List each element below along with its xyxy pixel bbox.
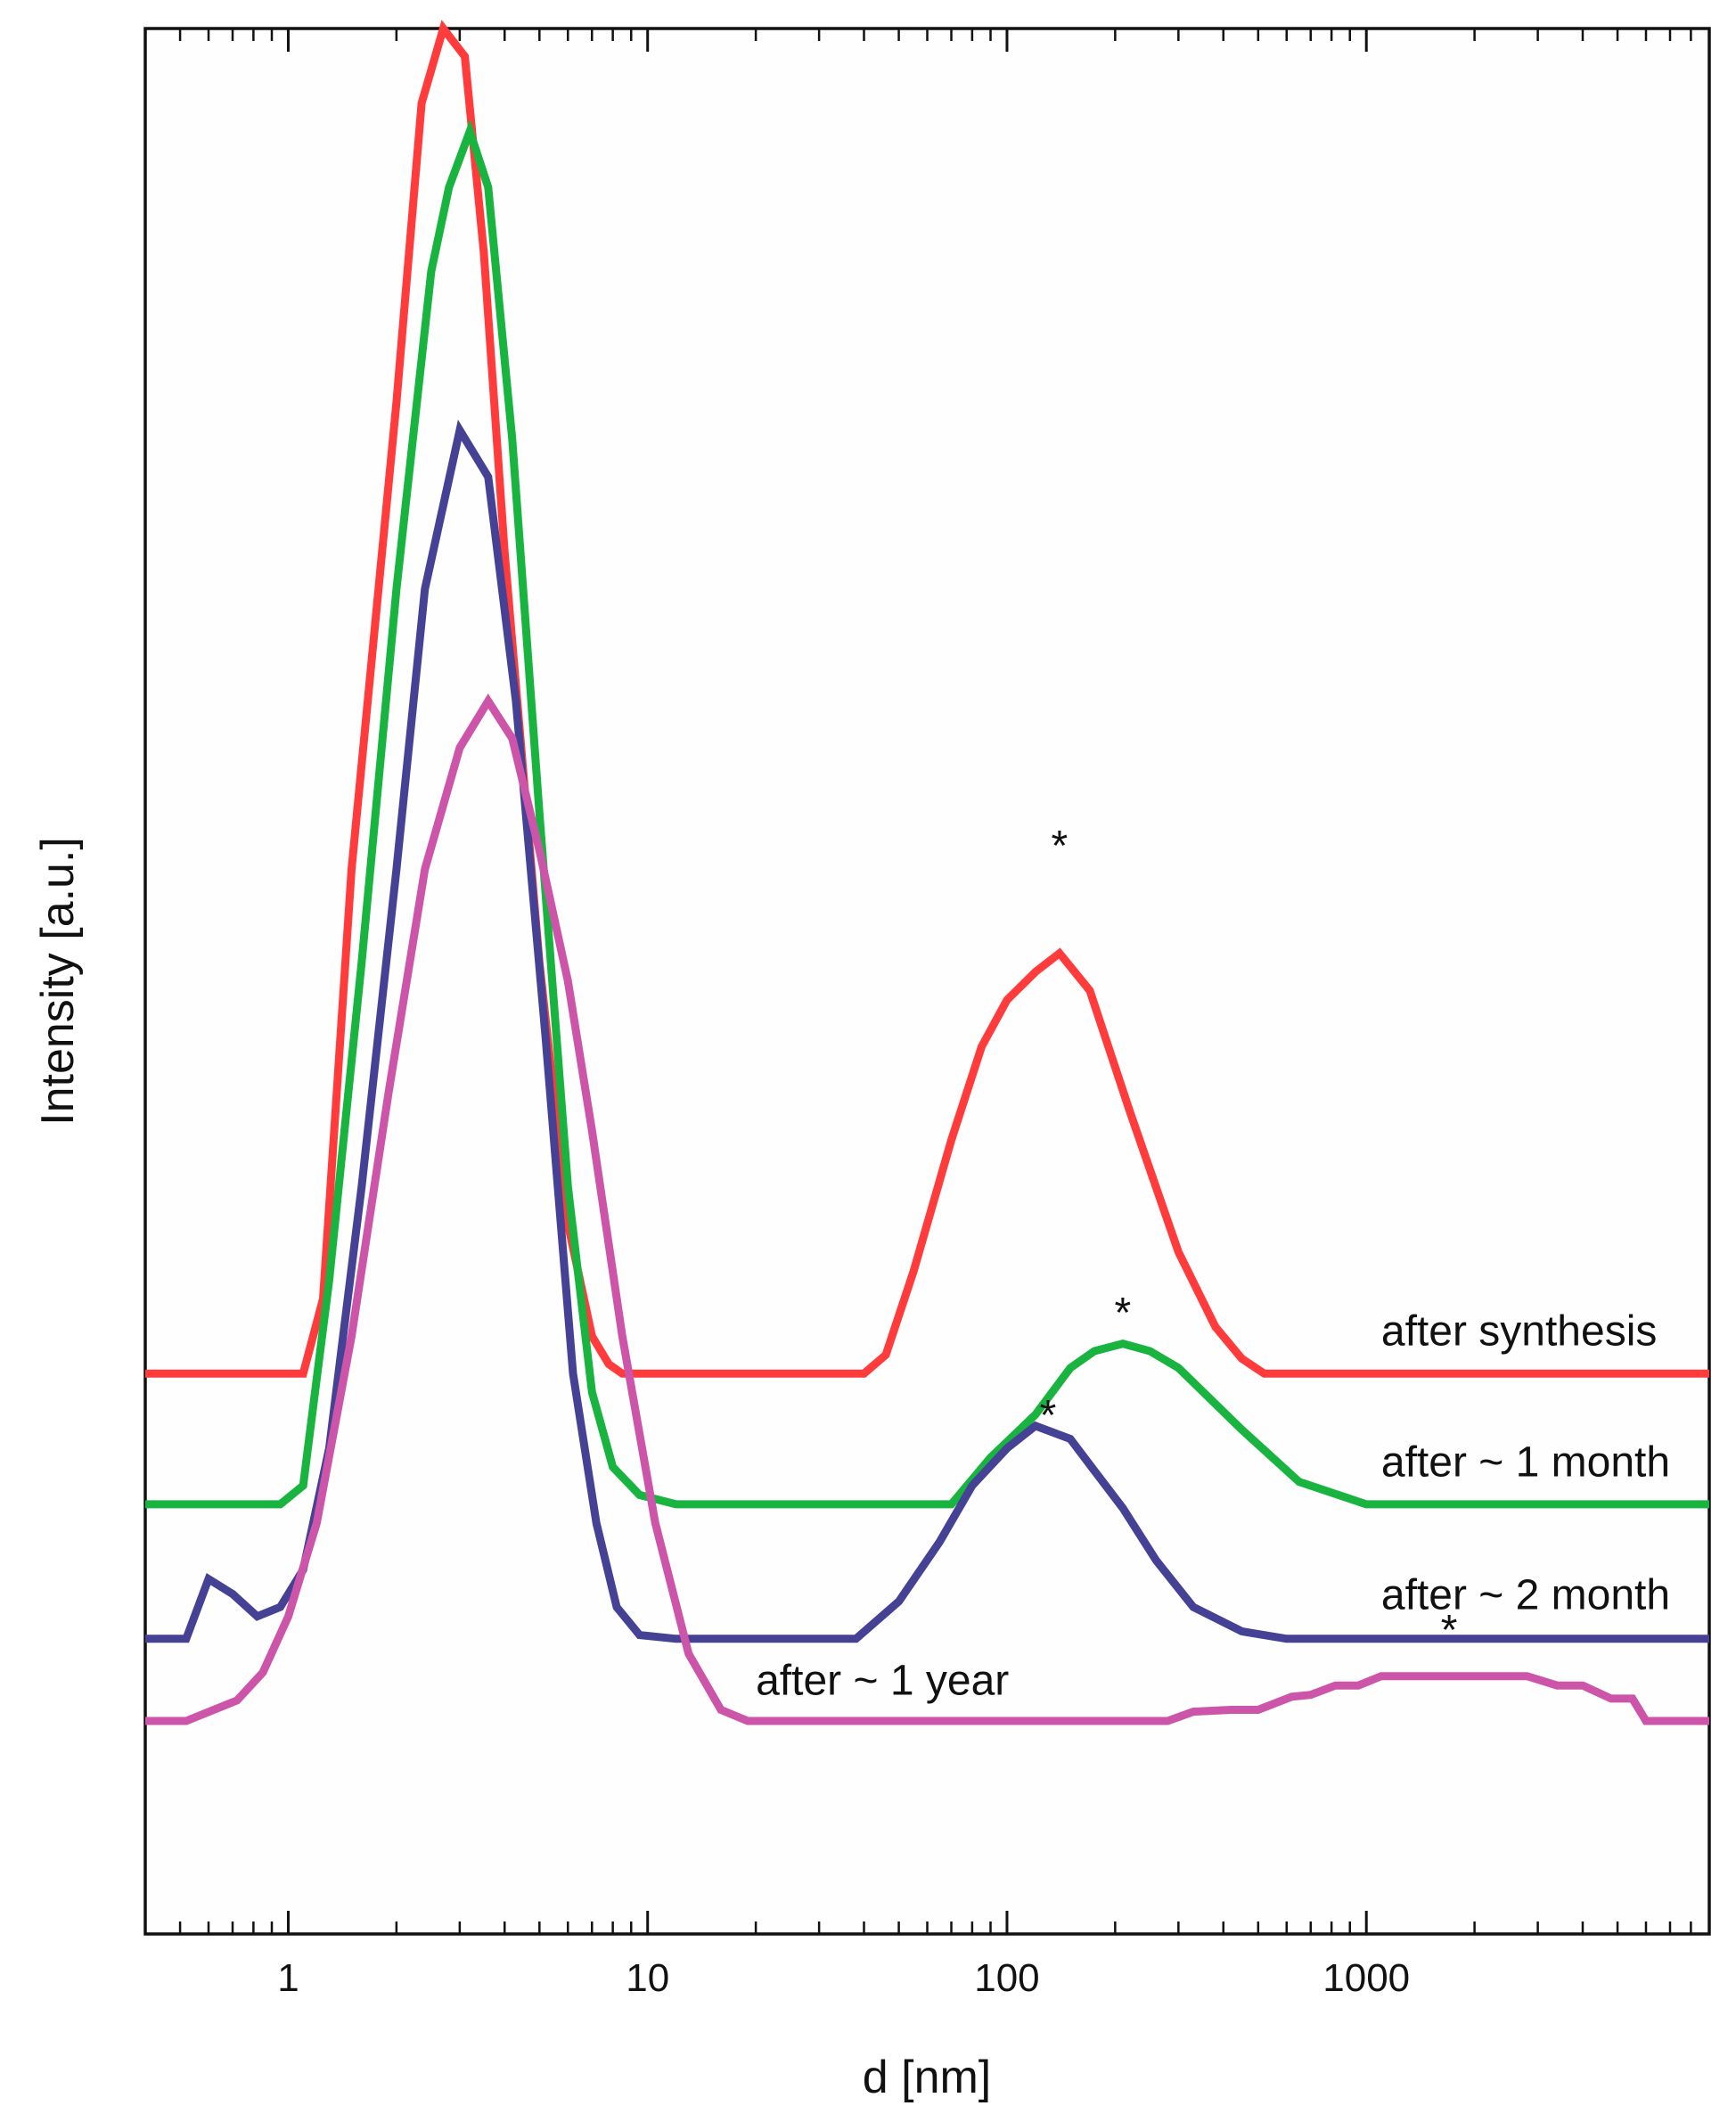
x-tick-label: 10 — [626, 1956, 669, 2000]
series-label: after synthesis — [1381, 1308, 1657, 1356]
x-tick-labels: 1 10 100 1000 — [277, 1956, 1410, 2000]
peak-star-marker: * — [1040, 1392, 1057, 1439]
series-line-after-synthesis — [145, 20, 1709, 1378]
peak-markers: * * * * — [1040, 823, 1458, 1654]
series-label: after ~ 1 month — [1381, 1438, 1670, 1486]
x-major-ticks — [286, 29, 1368, 1934]
series-lines — [145, 20, 1709, 1725]
series-labels: after synthesis after ~ 1 month after ~ 2 … — [756, 1308, 1670, 1705]
series-line-after-1-year — [145, 693, 1709, 1725]
peak-star-marker: * — [1052, 823, 1069, 870]
series-line-after-1-month — [145, 119, 1709, 1509]
x-tick-label: 100 — [974, 1956, 1039, 2000]
y-axis-title: Intensity [a.u.] — [32, 837, 84, 1126]
peak-star-marker: * — [1115, 1290, 1132, 1337]
series-label: after ~ 2 month — [1381, 1571, 1670, 1618]
x-minor-ticks — [143, 29, 1711, 1934]
x-tick-label: 1 — [277, 1956, 299, 2000]
plot-area-frame — [143, 27, 1711, 1936]
x-tick-label: 1000 — [1322, 1956, 1410, 2000]
x-axis-title: d [nm] — [863, 2052, 992, 2103]
peak-star-marker: * — [1441, 1607, 1458, 1654]
series-label: after ~ 1 year — [756, 1658, 1009, 1705]
